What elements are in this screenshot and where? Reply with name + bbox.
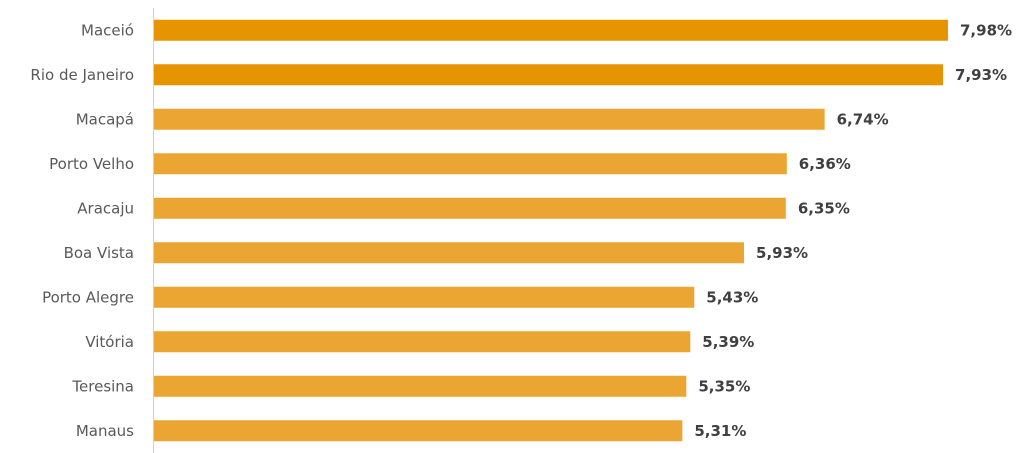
category-label: Manaus xyxy=(76,422,134,440)
bars-group xyxy=(154,19,948,442)
value-label: 7,93% xyxy=(955,66,1007,84)
value-label: 6,35% xyxy=(798,199,850,217)
category-label: Macapá xyxy=(76,110,134,128)
category-label: Teresina xyxy=(71,377,134,395)
category-label: Porto Alegre xyxy=(42,288,134,306)
category-label: Boa Vista xyxy=(64,244,134,262)
category-labels-group: Maceió Rio de Janeiro Macapá Porto Velho Ara… xyxy=(30,21,134,440)
bar-3 xyxy=(154,108,825,130)
bar-4 xyxy=(154,153,787,175)
value-label: 5,31% xyxy=(694,422,746,440)
value-labels-group: 7,98% 7,93% 6,74% 6,36% 6,35% 5,93% 5,43% 5,39%… xyxy=(694,21,1012,440)
category-label: Rio de Janeiro xyxy=(30,66,134,84)
bar-8 xyxy=(154,331,691,353)
value-label: 5,43% xyxy=(706,288,758,306)
bar-7 xyxy=(154,286,695,308)
category-label: Porto Velho xyxy=(49,155,134,173)
bar-2 xyxy=(154,64,944,86)
value-label: 6,74% xyxy=(837,110,889,128)
bar-1 xyxy=(154,19,948,41)
value-label: 5,35% xyxy=(698,377,750,395)
category-label: Aracaju xyxy=(77,199,134,217)
value-label: 7,98% xyxy=(960,21,1012,39)
bar-9 xyxy=(154,375,687,397)
category-label: Vitória xyxy=(85,333,134,351)
bar-6 xyxy=(154,242,745,264)
value-label: 5,39% xyxy=(702,333,754,351)
bar-5 xyxy=(154,197,786,219)
category-label: Maceió xyxy=(81,21,134,39)
value-label: 5,93% xyxy=(756,244,808,262)
bar-10 xyxy=(154,420,683,442)
value-label: 6,36% xyxy=(799,155,851,173)
